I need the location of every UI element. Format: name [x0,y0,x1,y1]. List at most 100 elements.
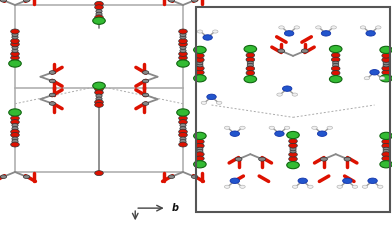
Circle shape [11,133,19,137]
Circle shape [287,131,299,139]
Circle shape [96,9,102,13]
Circle shape [49,79,56,83]
Circle shape [12,140,18,143]
Circle shape [383,61,389,65]
Circle shape [279,26,284,29]
Circle shape [180,137,186,141]
Circle shape [285,31,294,36]
Circle shape [269,126,274,129]
Circle shape [180,49,186,52]
Circle shape [49,102,56,105]
Circle shape [230,178,240,184]
Circle shape [11,142,19,147]
Text: b: b [171,203,178,213]
Circle shape [194,132,206,140]
Circle shape [246,70,255,75]
Circle shape [177,109,189,116]
Circle shape [95,5,103,10]
Circle shape [194,46,206,54]
Circle shape [93,82,105,89]
Circle shape [289,139,298,144]
Circle shape [246,53,255,58]
Circle shape [331,26,336,29]
Circle shape [194,161,206,168]
Circle shape [179,120,187,125]
Circle shape [179,129,187,134]
Circle shape [180,140,186,143]
Circle shape [290,147,296,151]
Circle shape [318,131,327,136]
Circle shape [168,175,174,178]
Circle shape [224,185,230,188]
Circle shape [331,70,340,75]
Circle shape [382,57,390,62]
Circle shape [12,36,18,39]
Circle shape [380,132,392,140]
Circle shape [142,79,149,83]
Circle shape [191,0,198,2]
Circle shape [331,57,340,62]
Circle shape [95,87,103,92]
Circle shape [194,75,206,82]
Circle shape [12,46,18,49]
Circle shape [332,63,339,67]
Circle shape [95,102,103,107]
Circle shape [96,12,102,16]
Circle shape [289,143,298,148]
Circle shape [329,76,342,83]
Circle shape [179,42,187,47]
Circle shape [96,97,102,101]
Circle shape [308,185,313,188]
Circle shape [344,157,351,161]
Circle shape [298,178,307,184]
Circle shape [95,15,103,20]
Circle shape [379,77,385,80]
Circle shape [24,175,30,178]
Circle shape [382,152,390,157]
Circle shape [312,126,317,129]
Circle shape [179,116,187,121]
Circle shape [179,52,187,56]
Circle shape [290,149,296,153]
Circle shape [316,26,321,29]
Circle shape [180,127,186,130]
Circle shape [95,90,103,95]
Circle shape [9,109,21,116]
Circle shape [382,53,390,58]
Circle shape [12,127,18,130]
Circle shape [380,75,392,82]
Circle shape [292,185,298,188]
Circle shape [383,63,389,67]
Circle shape [207,94,216,99]
Circle shape [142,71,149,74]
Circle shape [142,102,149,105]
Circle shape [197,30,203,33]
Circle shape [196,66,204,71]
Circle shape [352,185,358,188]
Circle shape [382,143,390,148]
Circle shape [179,55,187,60]
Circle shape [366,31,376,36]
Circle shape [321,157,327,161]
Circle shape [259,157,265,161]
Circle shape [12,33,18,36]
Circle shape [179,133,187,137]
Circle shape [289,157,298,162]
Bar [196,7,390,211]
Circle shape [240,185,245,188]
Circle shape [180,124,186,127]
Circle shape [370,70,379,75]
Circle shape [294,26,299,29]
Circle shape [216,101,222,104]
Circle shape [179,29,187,34]
Circle shape [196,53,204,58]
Circle shape [380,46,392,54]
Circle shape [382,66,390,71]
Circle shape [247,61,254,65]
Circle shape [362,185,368,188]
Circle shape [247,63,254,67]
Circle shape [179,39,187,44]
Circle shape [321,31,331,36]
Circle shape [246,66,255,71]
Circle shape [95,1,103,6]
